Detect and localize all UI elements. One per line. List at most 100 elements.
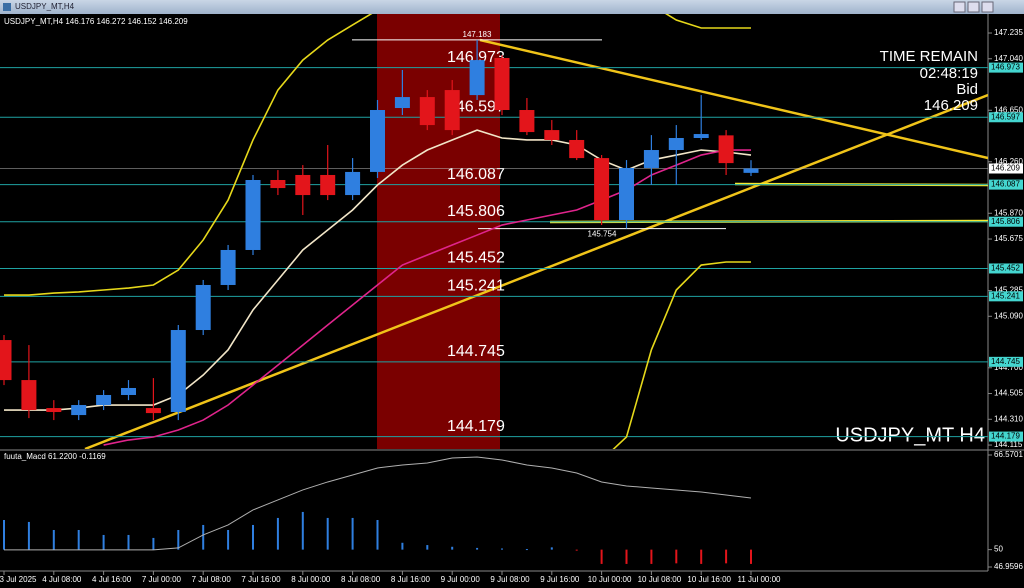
level-label: 144.745 xyxy=(447,343,505,360)
candle-body xyxy=(220,249,236,285)
y-tick-label: 144.700 xyxy=(994,363,1023,372)
level-axis-box xyxy=(989,112,1023,123)
trendline xyxy=(84,93,988,449)
candle-body xyxy=(245,179,261,250)
histogram-bar xyxy=(700,549,703,564)
candle-body xyxy=(121,387,136,395)
window-title: USDJPY_MT,H4 xyxy=(15,2,75,11)
candle-body xyxy=(743,168,759,173)
level-axis-label: 145.452 xyxy=(991,264,1020,273)
x-tick-label: 9 Jul 08:00 xyxy=(490,575,530,584)
time-remain-label: TIME REMAIN xyxy=(880,48,978,65)
histogram-bar xyxy=(326,517,329,550)
overlay-line xyxy=(612,261,751,449)
x-tick-label: 3 Jul 2025 xyxy=(0,575,37,584)
level-label: 145.452 xyxy=(447,250,505,267)
histogram-bar xyxy=(52,529,55,550)
title-bar xyxy=(0,0,1024,14)
bid-axis-label: 146.209 xyxy=(991,164,1020,173)
y-tick-label: 146.650 xyxy=(994,105,1023,114)
candle-body xyxy=(693,134,709,139)
maximize-button[interactable] xyxy=(967,1,980,13)
histogram-bar xyxy=(675,549,678,564)
candle-body xyxy=(419,97,435,126)
drawn-objects xyxy=(84,38,988,449)
candle-body xyxy=(668,138,684,151)
y-tick-label: 145.870 xyxy=(994,208,1023,217)
overlay-line xyxy=(4,14,751,296)
histogram-bar xyxy=(600,549,603,564)
y-tick-label: 145.675 xyxy=(994,234,1023,243)
candle-body xyxy=(195,284,211,331)
level-label: 146.087 xyxy=(447,166,505,183)
indicator-title: fuuta_Macd 61.2200 -0.1169 xyxy=(4,452,106,461)
low-mark-label: 145.754 xyxy=(588,230,617,239)
candle-body xyxy=(370,110,385,172)
x-tick-label: 8 Jul 08:00 xyxy=(341,575,381,584)
candle-body xyxy=(46,408,62,413)
candle-body xyxy=(394,97,410,109)
y-tick-label: 66.5701 xyxy=(994,450,1023,459)
histogram-bar xyxy=(27,521,30,550)
x-tick-label: 11 Jul 00:00 xyxy=(738,575,782,584)
candle-body xyxy=(569,139,585,159)
close-button[interactable] xyxy=(981,1,994,13)
minimize-button[interactable] xyxy=(953,1,966,13)
x-tick-label: 4 Jul 16:00 xyxy=(92,575,132,584)
level-label: 145.241 xyxy=(447,278,505,295)
histogram-bar xyxy=(426,545,429,550)
histogram-bar xyxy=(575,549,578,551)
bid-value: 146.209 xyxy=(924,97,978,114)
candle-body xyxy=(444,90,460,131)
level-axis-label: 146.087 xyxy=(991,180,1020,189)
histogram-bar xyxy=(77,529,80,550)
candle-body xyxy=(295,174,311,196)
x-tick-label: 7 Jul 00:00 xyxy=(142,575,182,584)
histogram-bar xyxy=(550,547,553,550)
level-axis-box xyxy=(989,291,1023,302)
x-tick-label: 4 Jul 08:00 xyxy=(42,575,82,584)
overlay-line xyxy=(103,149,751,446)
candle-body xyxy=(643,150,659,168)
level-label: 144.179 xyxy=(447,418,505,435)
window-icon xyxy=(3,3,11,11)
symbol-label: USDJPY_MT H4 xyxy=(835,424,985,446)
candle-body xyxy=(21,380,37,411)
candle-body xyxy=(594,158,610,221)
level-axis-label: 146.597 xyxy=(991,112,1020,121)
histogram-bar xyxy=(376,519,379,550)
candle-body xyxy=(320,174,336,196)
level-axis-box xyxy=(989,216,1023,227)
level-axis-label: 145.241 xyxy=(991,291,1020,300)
level-axis-label: 146.973 xyxy=(991,63,1020,72)
histogram-bar xyxy=(525,549,528,551)
x-tick-label: 9 Jul 16:00 xyxy=(540,575,580,584)
level-axis-box xyxy=(989,179,1023,190)
level-label: 146.597 xyxy=(447,98,505,115)
level-axis-label: 144.745 xyxy=(991,357,1020,366)
y-tick-label: 144.115 xyxy=(994,440,1023,449)
y-tick-label: 144.310 xyxy=(994,414,1023,423)
y-tick-label: 145.090 xyxy=(994,311,1023,320)
y-tick-label: 145.285 xyxy=(994,286,1023,295)
candle-body xyxy=(619,167,634,221)
x-tick-label: 7 Jul 08:00 xyxy=(192,575,232,584)
level-axis-box xyxy=(989,62,1023,73)
indicator-pane xyxy=(3,456,752,564)
histogram-bar xyxy=(476,547,479,550)
x-tick-label: 10 Jul 08:00 xyxy=(638,575,682,584)
candle-body xyxy=(96,394,112,406)
level-axis-label: 144.179 xyxy=(991,432,1020,441)
histogram-bar xyxy=(177,529,180,550)
x-tick-label: 7 Jul 16:00 xyxy=(241,575,281,584)
candle-body xyxy=(270,179,286,189)
x-tick-label: 8 Jul 00:00 xyxy=(291,575,331,584)
candle-body xyxy=(345,171,361,196)
y-tick-label: 147.040 xyxy=(994,54,1023,63)
histogram-bar xyxy=(127,534,130,550)
histogram-bar xyxy=(152,537,155,550)
candle-body xyxy=(145,408,161,414)
y-tick-label: 146.260 xyxy=(994,157,1023,166)
